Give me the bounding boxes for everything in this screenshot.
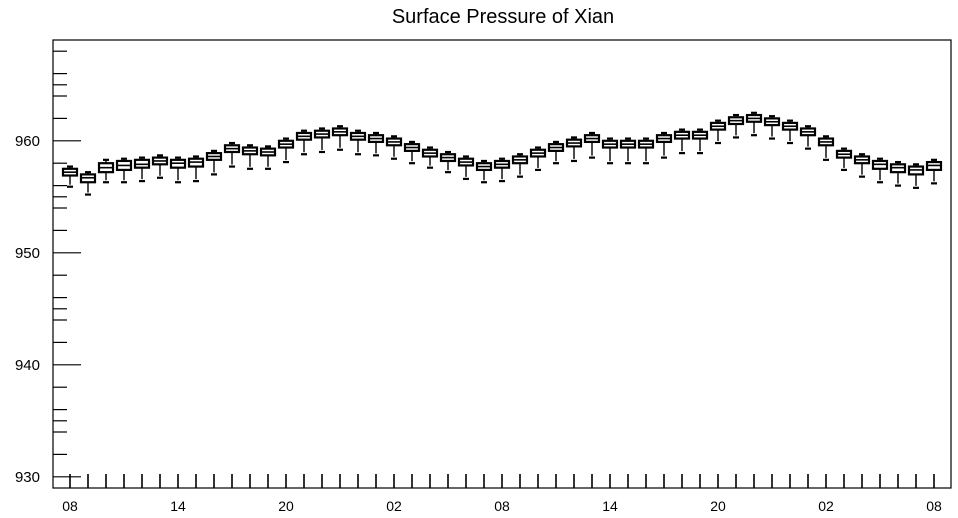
box-item (367, 131, 385, 157)
y-tick-label: 960 (15, 133, 40, 150)
y-tick-label: 940 (15, 357, 40, 374)
box-item (655, 131, 673, 159)
box-item (565, 136, 583, 163)
box-item (583, 131, 601, 159)
box-item (115, 157, 133, 184)
box-item (457, 155, 475, 180)
box-item (673, 128, 691, 155)
y-axis: 930 940 950 960 (15, 50, 81, 486)
box-item (223, 141, 241, 168)
box-item (295, 129, 313, 156)
box-item (925, 158, 943, 185)
box-item (187, 155, 205, 183)
x-tick-label: 02 (386, 498, 402, 514)
x-tick-label: 14 (170, 498, 186, 514)
box-item (313, 127, 331, 154)
x-tick-label: 08 (494, 498, 510, 514)
box-item (277, 137, 295, 164)
box-item (907, 163, 925, 189)
box-item (61, 165, 79, 188)
plot-frame (52, 39, 952, 489)
x-tick-label: 08 (926, 498, 942, 514)
box-item (205, 149, 223, 176)
box-item (763, 115, 781, 140)
box-item (439, 150, 457, 174)
x-tick-label: 14 (602, 498, 618, 514)
box-series (61, 111, 943, 196)
box-item (853, 153, 871, 178)
box-item (331, 125, 349, 151)
y-tick-label: 930 (15, 469, 40, 486)
box-item (493, 157, 511, 183)
x-axis: 08 14 20 02 08 14 20 02 08 (62, 474, 942, 514)
box-item (133, 156, 151, 183)
box-item (511, 153, 529, 178)
box-item (151, 154, 169, 179)
box-item (889, 160, 907, 187)
box-item (619, 137, 637, 165)
box-item (871, 157, 889, 184)
y-tick-label: 950 (15, 245, 40, 262)
box-item (475, 159, 493, 184)
x-tick-label: 20 (278, 498, 294, 514)
box-item (547, 140, 565, 165)
box-item (349, 129, 367, 156)
box-item (601, 137, 619, 165)
box-item (691, 128, 709, 155)
box-item (637, 137, 655, 165)
x-tick-label: 20 (710, 498, 726, 514)
box-item (745, 111, 763, 137)
box-item (727, 113, 745, 139)
box-item (79, 171, 97, 196)
chart-title: Surface Pressure of Xian (392, 6, 614, 28)
box-item (421, 146, 439, 169)
box-item (385, 135, 403, 160)
box-item (781, 119, 799, 145)
box-item (403, 140, 421, 165)
box-item (817, 135, 835, 161)
x-tick-label: 02 (818, 498, 834, 514)
box-item (169, 156, 187, 184)
box-item (709, 119, 727, 145)
box-item (529, 146, 547, 172)
x-tick-label: 08 (62, 498, 78, 514)
box-item (97, 158, 115, 184)
box-item (241, 144, 259, 170)
box-item (259, 145, 277, 170)
box-item (799, 125, 817, 150)
box-item (835, 147, 853, 172)
